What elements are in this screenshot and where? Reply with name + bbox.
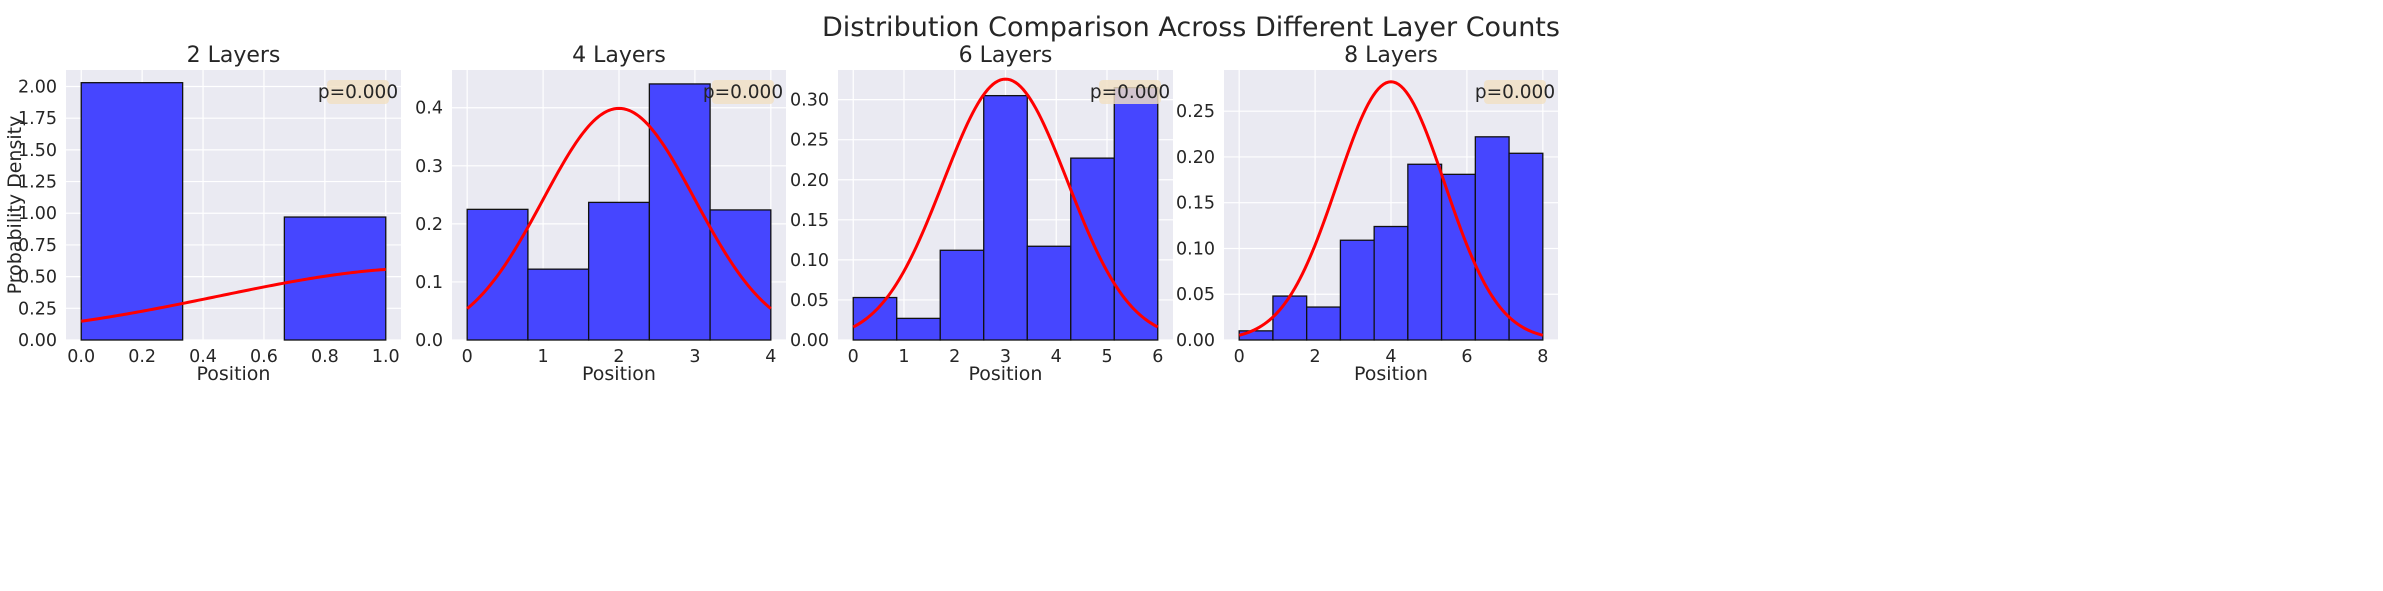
x-tick-label: 3 xyxy=(689,347,700,367)
histogram-bar xyxy=(939,249,985,341)
histogram-bar xyxy=(896,317,941,341)
y-tick-label: 0.0 xyxy=(415,331,443,351)
p-value-badge xyxy=(712,80,774,104)
y-tick-label: 0.2 xyxy=(415,215,443,235)
p-value-badge xyxy=(327,80,389,104)
normal-fit-curve xyxy=(466,106,772,310)
x-axis-label: Position xyxy=(1354,363,1428,385)
histogram-bar xyxy=(1113,86,1159,341)
x-tick-label: 1 xyxy=(898,347,909,367)
histogram-bar xyxy=(283,216,387,341)
y-tick-label: 0.1 xyxy=(415,273,443,293)
histogram-bar xyxy=(983,94,1028,341)
y-tick-label: 0.25 xyxy=(790,131,829,151)
y-tick-label: 0.25 xyxy=(18,299,57,319)
y-tick-label: 0.20 xyxy=(1176,148,1215,168)
y-tick-label: 1.75 xyxy=(18,109,57,129)
y-tick-label: 1.25 xyxy=(18,173,57,193)
y-tick-label: 0.25 xyxy=(1176,102,1215,122)
histogram-bar xyxy=(1373,225,1409,341)
y-tick-label: 0.05 xyxy=(790,291,829,311)
y-tick-label: 0.10 xyxy=(790,251,829,271)
x-tick-label: 4 xyxy=(765,347,776,367)
x-tick-label: 1 xyxy=(538,347,549,367)
y-tick-label: 0.00 xyxy=(1176,331,1215,351)
histogram-bar xyxy=(1238,330,1274,341)
histogram-bar xyxy=(80,82,184,341)
x-axis-label: Position xyxy=(582,363,656,385)
subplot-4: 0.00 0.05 0.10 0.15 0.20 0.25 0 2 4 6 8 8 Layers Pos… xyxy=(1176,43,1558,385)
p-value-badge xyxy=(1099,80,1161,104)
x-tick-label: 2 xyxy=(613,347,624,367)
histogram-bar xyxy=(1474,136,1510,341)
y-tick-label: 0.05 xyxy=(1176,285,1215,305)
x-tick-label: 8 xyxy=(1537,347,1548,367)
subplot-2: 0.0 0.1 0.2 0.3 0.4 0 1 2 3 4 4 Layers Position p=0.… xyxy=(415,43,786,385)
p-value-text: p=0.000 xyxy=(703,82,783,103)
p-value-text: p=0.000 xyxy=(1475,82,1555,103)
x-tick-label: 0.2 xyxy=(128,347,156,367)
histogram-bar xyxy=(527,268,590,341)
histogram-bar xyxy=(1272,295,1308,341)
subplot-title: 2 Layers xyxy=(187,43,281,68)
histogram-bar xyxy=(1508,152,1544,341)
x-tick-label: 0.4 xyxy=(189,347,217,367)
histogram-bar xyxy=(1440,173,1476,341)
p-value-badge xyxy=(1484,80,1546,104)
x-tick-label: 1.0 xyxy=(372,347,400,367)
x-tick-label: 4 xyxy=(1051,347,1062,367)
normal-fit-curve xyxy=(1238,80,1544,337)
figure-suptitle: Distribution Comparison Across Different… xyxy=(822,12,1560,43)
x-tick-label: 5 xyxy=(1101,347,1112,367)
histogram-bar xyxy=(1306,306,1342,341)
p-value-text: p=0.000 xyxy=(318,82,398,103)
x-tick-label: 0.6 xyxy=(250,347,278,367)
y-tick-label: 0.00 xyxy=(790,331,829,351)
x-tick-label: 3 xyxy=(1000,347,1011,367)
histogram-bar xyxy=(1339,239,1375,341)
y-tick-label: 0.4 xyxy=(415,99,443,119)
subplot-1: 0.00 0.25 0.50 0.75 1.00 1.25 1.50 1.75 2.00 0.0 0… xyxy=(4,43,401,385)
x-tick-label: 2 xyxy=(1310,347,1321,367)
y-tick-label: 0.30 xyxy=(790,91,829,111)
subplot-3: 0.00 0.05 0.10 0.15 0.20 0.25 0.30 0 1 2 3 4 5 6 6 Lay… xyxy=(790,43,1173,385)
x-tick-label: 0 xyxy=(462,347,473,367)
histogram-bar xyxy=(1407,163,1443,341)
p-value-text: p=0.000 xyxy=(1090,82,1170,103)
x-tick-label: 6 xyxy=(1461,347,1472,367)
subplot-title: 6 Layers xyxy=(959,43,1053,68)
y-tick-label: 0.00 xyxy=(18,331,57,351)
y-tick-label: 0.15 xyxy=(1176,194,1215,214)
y-tick-label: 0.20 xyxy=(790,171,829,191)
y-axis-label: Probability Density xyxy=(4,116,26,295)
y-tick-label: 1.00 xyxy=(18,204,57,224)
y-tick-label: 0.3 xyxy=(415,157,443,177)
y-tick-label: 0.15 xyxy=(790,211,829,231)
histogram-bar xyxy=(1026,245,1072,341)
histogram-bar xyxy=(852,296,898,341)
x-tick-label: 4 xyxy=(1385,347,1396,367)
x-axis-label: Position xyxy=(197,363,271,385)
subplot-title: 8 Layers xyxy=(1344,43,1438,68)
x-tick-label: 6 xyxy=(1152,347,1163,367)
x-tick-label: 0.0 xyxy=(67,347,95,367)
y-tick-label: 0.75 xyxy=(18,236,57,256)
x-tick-label: 0 xyxy=(1234,347,1245,367)
y-tick-label: 0.10 xyxy=(1176,239,1215,259)
x-axis-label: Position xyxy=(969,363,1043,385)
subplot-title: 4 Layers xyxy=(572,43,666,68)
y-tick-label: 1.50 xyxy=(18,141,57,161)
x-tick-label: 0 xyxy=(848,347,859,367)
normal-fit-curve xyxy=(852,77,1159,329)
histogram-bar xyxy=(587,201,651,341)
histogram-bar xyxy=(1070,157,1115,341)
y-tick-label: 0.50 xyxy=(18,268,57,288)
x-tick-label: 2 xyxy=(949,347,960,367)
y-tick-label: 2.00 xyxy=(18,77,57,97)
x-tick-label: 0.8 xyxy=(311,347,339,367)
normal-fit-curve xyxy=(81,267,386,323)
